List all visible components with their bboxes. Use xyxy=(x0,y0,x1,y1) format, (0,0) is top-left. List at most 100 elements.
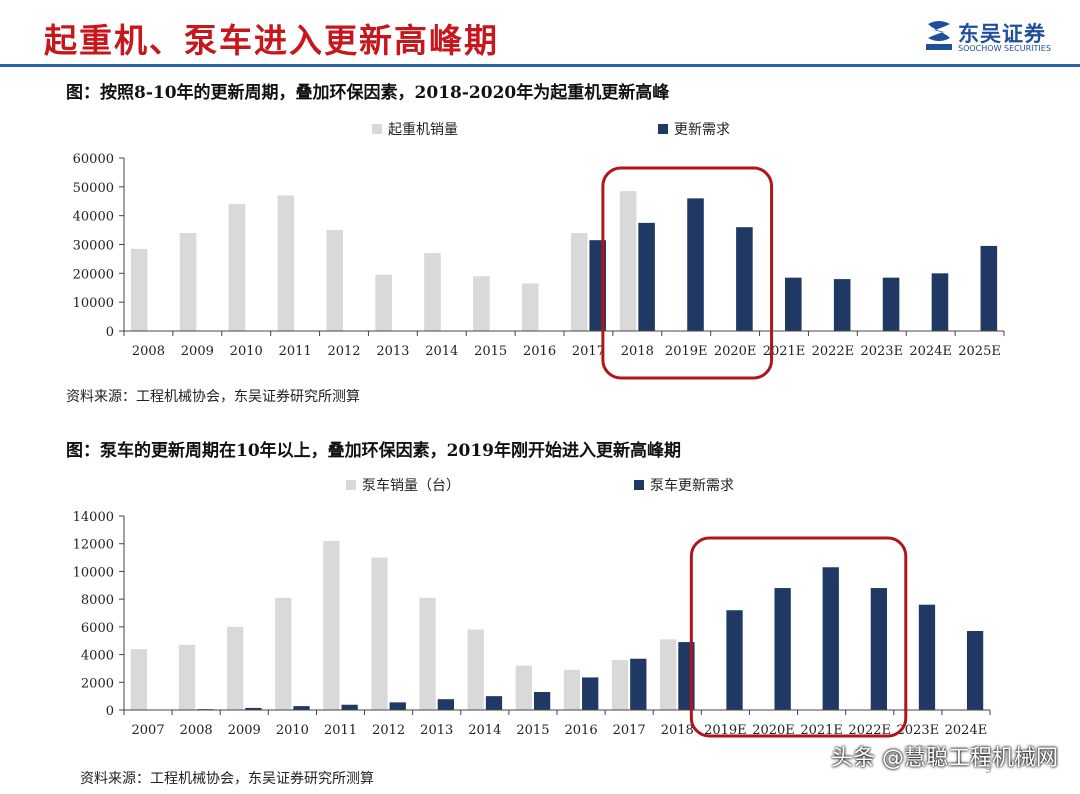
chart1-title: 图：按照8-10年的更新周期，叠加环保因素，2018-2020年为起重机更新高峰 xyxy=(66,83,670,103)
x-tick-label: 2007 xyxy=(132,723,165,738)
demand-bar xyxy=(638,222,655,331)
brand-logo: 东吴证券 SOOCHOW SECURITIES xyxy=(924,18,1064,58)
x-tick-label: 2023E xyxy=(860,344,903,359)
demand-bar xyxy=(785,277,802,331)
sales-bar xyxy=(375,274,392,331)
x-tick-label: 2015 xyxy=(474,344,507,359)
chart1-source: 资料来源：工程机械协会，东吴证券研究所测算 xyxy=(66,389,360,405)
demand-bar xyxy=(882,277,900,331)
sales-bar xyxy=(275,597,292,710)
demand-bar xyxy=(966,631,984,710)
legend-swatch xyxy=(346,480,356,490)
demand-bar xyxy=(980,245,998,331)
sales-bar xyxy=(521,283,539,331)
legend-label: 起重机销量 xyxy=(388,122,458,138)
demand-bar xyxy=(931,273,949,331)
x-tick-label: 2018 xyxy=(621,344,654,359)
x-tick-label: 2018 xyxy=(661,723,694,738)
y-tick-label: 0 xyxy=(106,704,114,719)
x-tick-label: 2022E xyxy=(812,344,855,359)
x-tick-label: 2016 xyxy=(523,344,556,359)
demand-bar xyxy=(870,588,888,710)
x-tick-label: 2020E xyxy=(714,344,757,359)
highlight-box xyxy=(601,166,774,380)
x-tick-label: 2024E xyxy=(945,723,988,738)
x-tick-label: 2013 xyxy=(376,344,409,359)
logo-mark-icon xyxy=(926,21,952,50)
y-tick-label: 20000 xyxy=(73,267,114,282)
demand-bar xyxy=(822,567,839,710)
demand-bar xyxy=(245,707,262,710)
sales-bar xyxy=(515,665,532,710)
sales-bar xyxy=(178,644,196,710)
x-tick-label: 2014 xyxy=(468,723,501,738)
sales-bar xyxy=(611,660,629,710)
y-tick-label: 4000 xyxy=(81,649,114,664)
watermark: 头条 @慧聪工程机械网 xyxy=(831,746,1058,771)
x-tick-label: 2021E xyxy=(763,344,806,359)
sales-bar xyxy=(424,253,441,331)
legend-label: 泵车更新需求 xyxy=(650,477,734,494)
demand-bar xyxy=(293,706,310,710)
y-tick-label: 14000 xyxy=(73,510,114,525)
chart2-title: 图：泵车的更新周期在10年以上，叠加环保因素，2019年刚开始进入更新高峰期 xyxy=(66,441,681,461)
demand-bar xyxy=(833,279,851,331)
header-divider xyxy=(0,64,1080,67)
demand-bar xyxy=(341,704,358,710)
sales-bar xyxy=(570,232,588,331)
logo-text: 东吴证券 xyxy=(958,22,1046,46)
demand-bar xyxy=(437,699,455,710)
demand-bar xyxy=(774,588,791,710)
x-tick-label: 2013 xyxy=(420,723,453,738)
legend-label: 泵车销量（台） xyxy=(362,477,460,494)
sales-bar xyxy=(130,649,148,710)
x-tick-label: 2011 xyxy=(324,723,357,738)
sales-bar xyxy=(419,597,436,710)
logo-subtext: SOOCHOW SECURITIES xyxy=(958,44,1051,53)
x-tick-label: 2011 xyxy=(279,344,312,359)
sales-bar xyxy=(659,639,677,710)
page-title: 起重机、泵车进入更新高峰期 xyxy=(44,21,499,60)
sales-bar xyxy=(467,629,484,710)
y-tick-label: 10000 xyxy=(73,296,114,311)
y-tick-label: 6000 xyxy=(81,621,114,636)
sales-bar xyxy=(473,276,490,331)
sales-bar xyxy=(277,195,295,331)
legend-swatch xyxy=(372,124,382,134)
x-tick-label: 2017 xyxy=(613,723,646,738)
y-tick-label: 0 xyxy=(106,325,114,340)
sales-bar xyxy=(226,626,244,710)
demand-bar xyxy=(918,604,936,710)
x-tick-label: 2016 xyxy=(565,723,598,738)
legend-swatch xyxy=(658,124,668,134)
legend-swatch xyxy=(634,480,644,490)
x-tick-label: 2025E xyxy=(958,344,1001,359)
sales-bar xyxy=(323,540,340,710)
y-tick-label: 12000 xyxy=(73,538,114,553)
sales-bar xyxy=(179,232,197,331)
crane-chart: 起重机销量 更新需求 0 10000 20000 30000 40000 50000 60000… xyxy=(73,122,1005,380)
page-number: 9 xyxy=(984,762,992,776)
x-tick-label: 2022E xyxy=(848,723,891,738)
demand-bar xyxy=(582,677,599,710)
x-tick-label: 2019E xyxy=(704,723,747,738)
sales-bar xyxy=(563,669,581,710)
highlight-box xyxy=(689,536,908,738)
x-tick-label: 2015 xyxy=(516,723,549,738)
y-tick-label: 60000 xyxy=(73,152,114,167)
demand-bar xyxy=(687,198,704,331)
x-tick-label: 2010 xyxy=(230,344,263,359)
sales-bar xyxy=(619,191,637,331)
y-tick-label: 10000 xyxy=(73,565,114,580)
y-tick-label: 30000 xyxy=(73,239,114,254)
demand-bar xyxy=(726,610,743,710)
sales-bar xyxy=(326,230,343,331)
x-tick-label: 2024E xyxy=(909,344,952,359)
demand-bar xyxy=(736,227,753,331)
sales-bar xyxy=(130,248,148,331)
x-tick-label: 2012 xyxy=(327,344,360,359)
chart2-source: 资料来源：工程机械协会，东吴证券研究所测算 xyxy=(80,771,374,787)
x-tick-label: 2014 xyxy=(425,344,458,359)
x-tick-label: 2020E xyxy=(752,723,795,738)
sales-bar xyxy=(371,557,388,710)
